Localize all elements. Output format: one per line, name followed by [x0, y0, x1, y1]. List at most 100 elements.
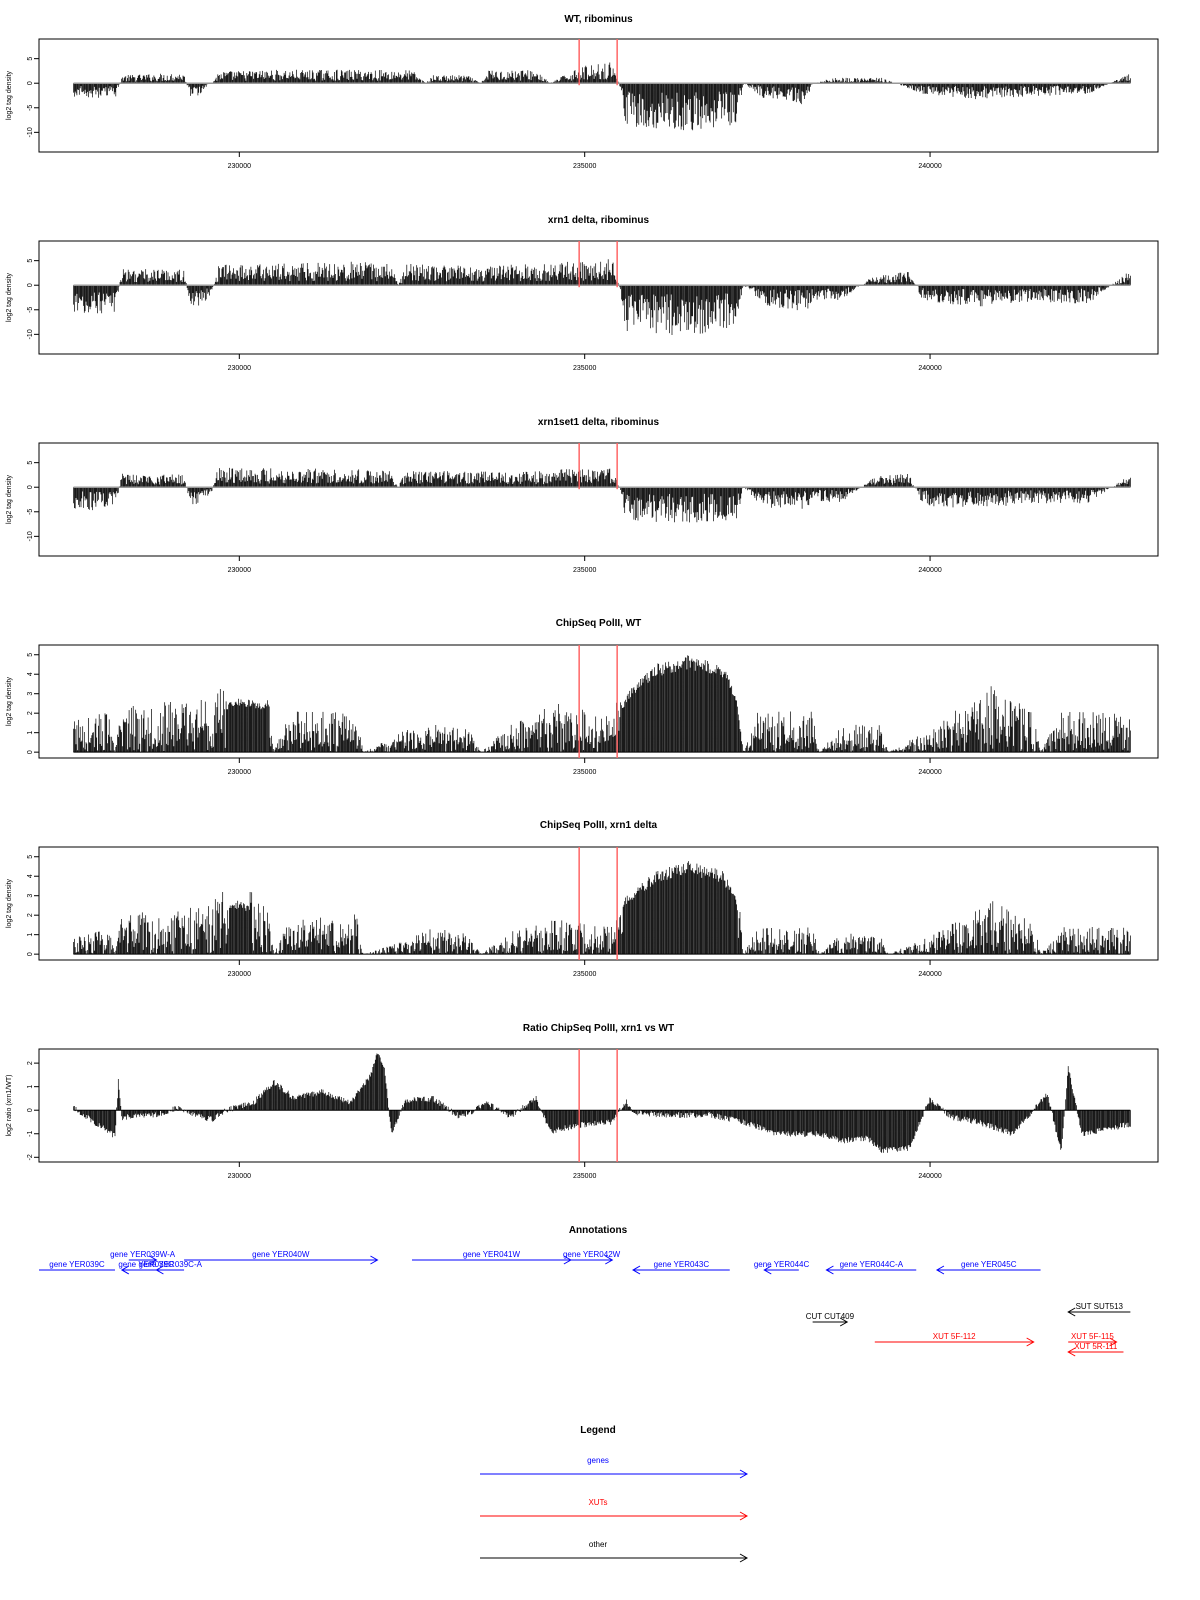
x-tick-label: 240000 [918, 971, 941, 978]
annotation-feature: gene YER045C [935, 1260, 1041, 1275]
plot-frame [38, 846, 1159, 961]
x-tick-label: 230000 [228, 971, 251, 978]
y-axis-label: log2 tag density [6, 878, 13, 928]
arrow-head [1026, 1337, 1035, 1347]
annotation-feature: CUT CUT409 [806, 1312, 855, 1327]
y-axis-label: log2 tag density [6, 474, 13, 524]
y-tick-label: 5 [27, 855, 34, 859]
y-tick-label: -1 [27, 1131, 34, 1137]
y-tick-label: 0 [27, 485, 34, 489]
y-axis-label: log2 ratio (xrn1/WT) [6, 1075, 13, 1137]
legend-label: XUTs [588, 1498, 607, 1507]
x-tick-label: 240000 [918, 769, 941, 776]
feature-label: XUT 5F-115 [1071, 1332, 1114, 1341]
data-series [73, 1053, 1131, 1153]
x-tick-label: 240000 [918, 1173, 941, 1180]
x-tick-label: 235000 [573, 971, 596, 978]
y-tick-label: 2 [27, 711, 34, 715]
annotation-feature: gene YER039C [39, 1260, 115, 1271]
y-tick-label: 5 [27, 57, 34, 61]
y-tick-label: -5 [27, 307, 34, 313]
y-tick-label: 0 [27, 81, 34, 85]
y-axis-label: log2 tag density [6, 70, 13, 120]
feature-label: gene YER039C-A [139, 1260, 203, 1269]
y-tick-label: 4 [27, 672, 34, 676]
x-tick-label: 235000 [573, 567, 596, 574]
x-tick-label: 230000 [228, 1173, 251, 1180]
feature-label: gene YER041W [463, 1250, 521, 1259]
annotation-feature: gene YER044C [754, 1260, 809, 1275]
legend-label: other [589, 1540, 608, 1549]
x-tick-label: 230000 [228, 365, 251, 372]
y-tick-label: -5 [27, 105, 34, 111]
chart-panel-5: ChipSeq PolII, xrn1 delta 0 1 2 3 4 5 log2 tag … [6, 820, 1159, 978]
x-tick-label: 235000 [573, 1173, 596, 1180]
data-series [73, 655, 1131, 753]
plot-frame [38, 644, 1159, 759]
x-tick-label: 230000 [228, 163, 251, 170]
data-series [73, 467, 1131, 523]
y-tick-label: 2 [27, 913, 34, 917]
feature-label: XUT 5R-111 [1074, 1342, 1118, 1351]
feature-label: gene YER044C-A [840, 1260, 904, 1269]
x-tick-label: 240000 [918, 365, 941, 372]
x-tick-label: 235000 [573, 769, 596, 776]
feature-label: XUT 5F-112 [933, 1332, 976, 1341]
annotation-feature: gene YER044C-A [825, 1260, 917, 1275]
y-tick-label: 0 [27, 952, 34, 956]
chart-panel-4: ChipSeq PolII, WT 0 1 2 3 4 5 log2 tag density 2… [6, 618, 1159, 776]
y-axis-label: log2 tag density [6, 676, 13, 726]
y-tick-label: 5 [27, 653, 34, 657]
arrow-head [1067, 1347, 1076, 1357]
y-tick-label: 3 [27, 894, 34, 898]
x-tick-label: 240000 [918, 567, 941, 574]
arrow-head [563, 1255, 572, 1265]
feature-label: gene YER042W [563, 1250, 621, 1259]
x-tick-label: 235000 [573, 163, 596, 170]
data-series [73, 861, 1131, 955]
chart-panel-1: WT, ribominus -10 -5 0 5 log2 tag density 2300… [6, 14, 1159, 170]
x-tick-label: 235000 [573, 365, 596, 372]
chart-panel-3: xrn1set1 delta, ribominus -10 -5 0 5 log2 tag… [6, 417, 1159, 574]
feature-label: gene YER039W-A [110, 1250, 176, 1259]
arrow-head [839, 1317, 849, 1327]
feature-label: gene YER045C [961, 1260, 1017, 1269]
arrow-head [739, 1469, 749, 1479]
y-tick-label: 0 [27, 283, 34, 287]
legend-title: Legend [580, 1425, 616, 1436]
chart-panel-2: xrn1 delta, ribominus -10 -5 0 5 log2 tag den… [6, 215, 1159, 372]
y-tick-label: 3 [27, 692, 34, 696]
arrow-head [763, 1265, 772, 1275]
arrow-head [739, 1511, 749, 1521]
chart-title: ChipSeq PolII, xrn1 delta [540, 820, 658, 831]
feature-label: gene YER039C [49, 1260, 105, 1269]
annotation-feature: gene YER040W [184, 1250, 379, 1265]
y-tick-label: 2 [27, 1061, 34, 1065]
annotation-feature: SUT SUT513 [1067, 1302, 1131, 1317]
annotation-feature: XUT 5R-111 [1067, 1342, 1124, 1357]
chart-panel-6: Ratio ChipSeq PolII, xrn1 vs WT -2 -1 0 1 2 lo… [6, 1023, 1159, 1180]
legend-section: Legend genes XUTs other [480, 1425, 749, 1563]
plot-frame [38, 442, 1159, 557]
chart-title: WT, ribominus [564, 14, 633, 25]
y-tick-label: -10 [27, 127, 34, 137]
y-tick-label: 5 [27, 259, 34, 263]
arrow-head [935, 1265, 945, 1275]
annotation-feature: gene YER041W [412, 1250, 572, 1265]
legend-items: genes XUTs other [480, 1456, 749, 1563]
data-series [73, 62, 1131, 131]
y-tick-label: 1 [27, 933, 34, 937]
y-tick-label: -10 [27, 531, 34, 541]
chart-title: xrn1set1 delta, ribominus [538, 417, 660, 428]
legend-label: genes [587, 1456, 609, 1465]
arrow-head [739, 1553, 749, 1563]
x-tick-label: 240000 [918, 163, 941, 170]
y-tick-label: 1 [27, 731, 34, 735]
feature-label: gene YER039C [118, 1260, 174, 1269]
x-tick-label: 230000 [228, 567, 251, 574]
feature-label: gene YER040W [252, 1250, 310, 1259]
feature-label: gene YER043C [654, 1260, 710, 1269]
